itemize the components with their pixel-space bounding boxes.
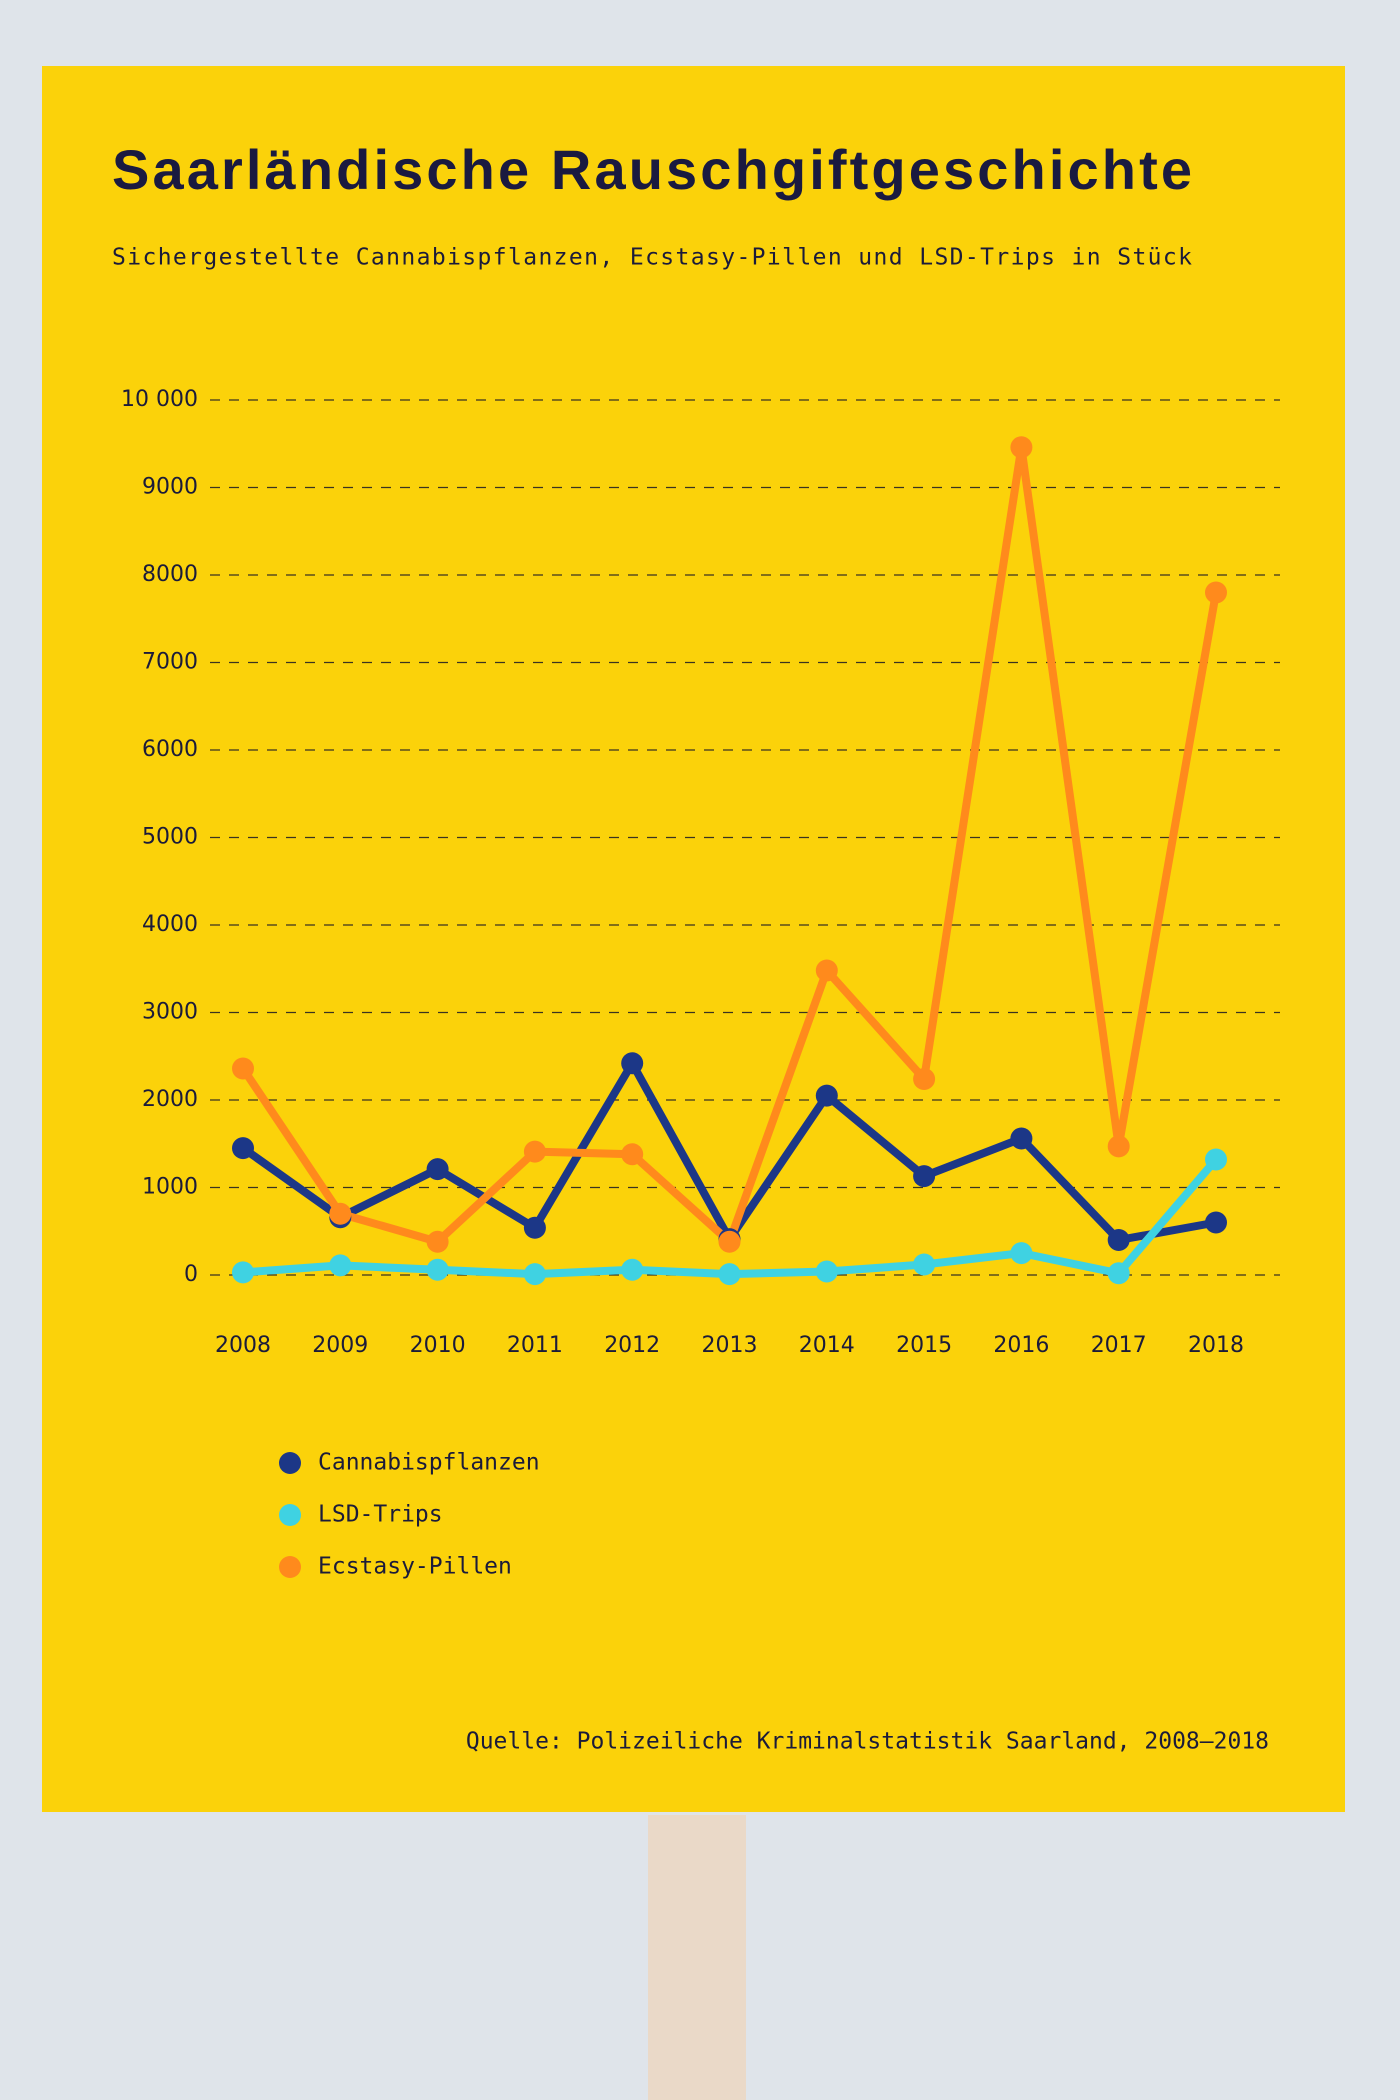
- legend-label: Cannabispflanzen: [318, 1450, 540, 1476]
- x-tick-label: 2014: [799, 1333, 855, 1358]
- board: [42, 66, 1345, 1812]
- data-point: [1107, 1229, 1130, 1251]
- x-tick-label: 2018: [1188, 1333, 1244, 1358]
- data-point: [523, 1216, 546, 1239]
- data-point: [815, 959, 838, 982]
- data-point: [523, 1263, 546, 1286]
- x-tick-label: 2011: [507, 1333, 563, 1358]
- data-point: [1205, 1148, 1227, 1171]
- y-tick-label: 1000: [142, 1175, 198, 1200]
- y-tick-label: 2000: [142, 1087, 198, 1112]
- data-point: [815, 1084, 838, 1107]
- legend-label: LSD-Trips: [318, 1502, 443, 1528]
- data-point: [1010, 1242, 1033, 1265]
- legend-marker: [279, 1452, 301, 1474]
- data-point: [621, 1052, 644, 1075]
- y-tick-label: 7000: [142, 650, 198, 675]
- data-point: [426, 1158, 449, 1181]
- data-point: [621, 1143, 644, 1166]
- data-point: [1107, 1262, 1130, 1285]
- legend-marker: [279, 1504, 301, 1526]
- data-point: [1010, 436, 1033, 459]
- y-tick-label: 8000: [142, 562, 198, 587]
- data-point: [913, 1253, 936, 1276]
- data-point: [718, 1230, 741, 1253]
- y-tick-label: 4000: [142, 912, 198, 937]
- stick: [648, 1815, 746, 2100]
- x-tick-label: 2012: [604, 1333, 660, 1358]
- data-point: [913, 1068, 936, 1090]
- legend-label: Ecstasy-Pillen: [318, 1554, 512, 1580]
- data-point: [718, 1263, 741, 1286]
- x-tick-label: 2017: [1091, 1333, 1147, 1358]
- chart-subtitle: Sichergestellte Cannabispflanzen, Ecstas…: [112, 245, 1192, 271]
- data-point: [232, 1057, 254, 1080]
- source: Quelle: Polizeiliche Kriminalstatistik S…: [466, 1729, 1269, 1755]
- y-tick-label: 5000: [142, 825, 198, 850]
- data-point: [1010, 1127, 1033, 1150]
- data-point: [232, 1261, 254, 1284]
- data-point: [1205, 581, 1227, 604]
- x-tick-label: 2008: [215, 1333, 271, 1358]
- x-tick-label: 2009: [312, 1333, 368, 1358]
- legend-marker: [279, 1556, 301, 1578]
- x-tick-label: 2015: [896, 1333, 952, 1358]
- chart-title: Saarländische Rauschgiftgeschichte: [112, 138, 1192, 201]
- y-tick-label: 10 000: [121, 387, 198, 412]
- data-point: [913, 1165, 936, 1188]
- data-point: [523, 1140, 546, 1163]
- x-tick-label: 2013: [702, 1333, 758, 1358]
- data-point: [1107, 1135, 1130, 1158]
- data-point: [621, 1258, 644, 1281]
- data-point: [329, 1254, 352, 1277]
- data-point: [815, 1260, 838, 1283]
- y-tick-label: 0: [184, 1262, 198, 1287]
- x-tick-label: 2010: [410, 1333, 466, 1358]
- data-point: [1205, 1211, 1227, 1234]
- y-tick-label: 9000: [142, 475, 198, 500]
- data-point: [426, 1230, 449, 1253]
- data-point: [426, 1258, 449, 1281]
- y-tick-label: 6000: [142, 737, 198, 762]
- x-tick-label: 2016: [993, 1333, 1049, 1358]
- data-point: [232, 1137, 254, 1160]
- data-point: [329, 1202, 352, 1225]
- y-tick-label: 3000: [142, 1000, 198, 1025]
